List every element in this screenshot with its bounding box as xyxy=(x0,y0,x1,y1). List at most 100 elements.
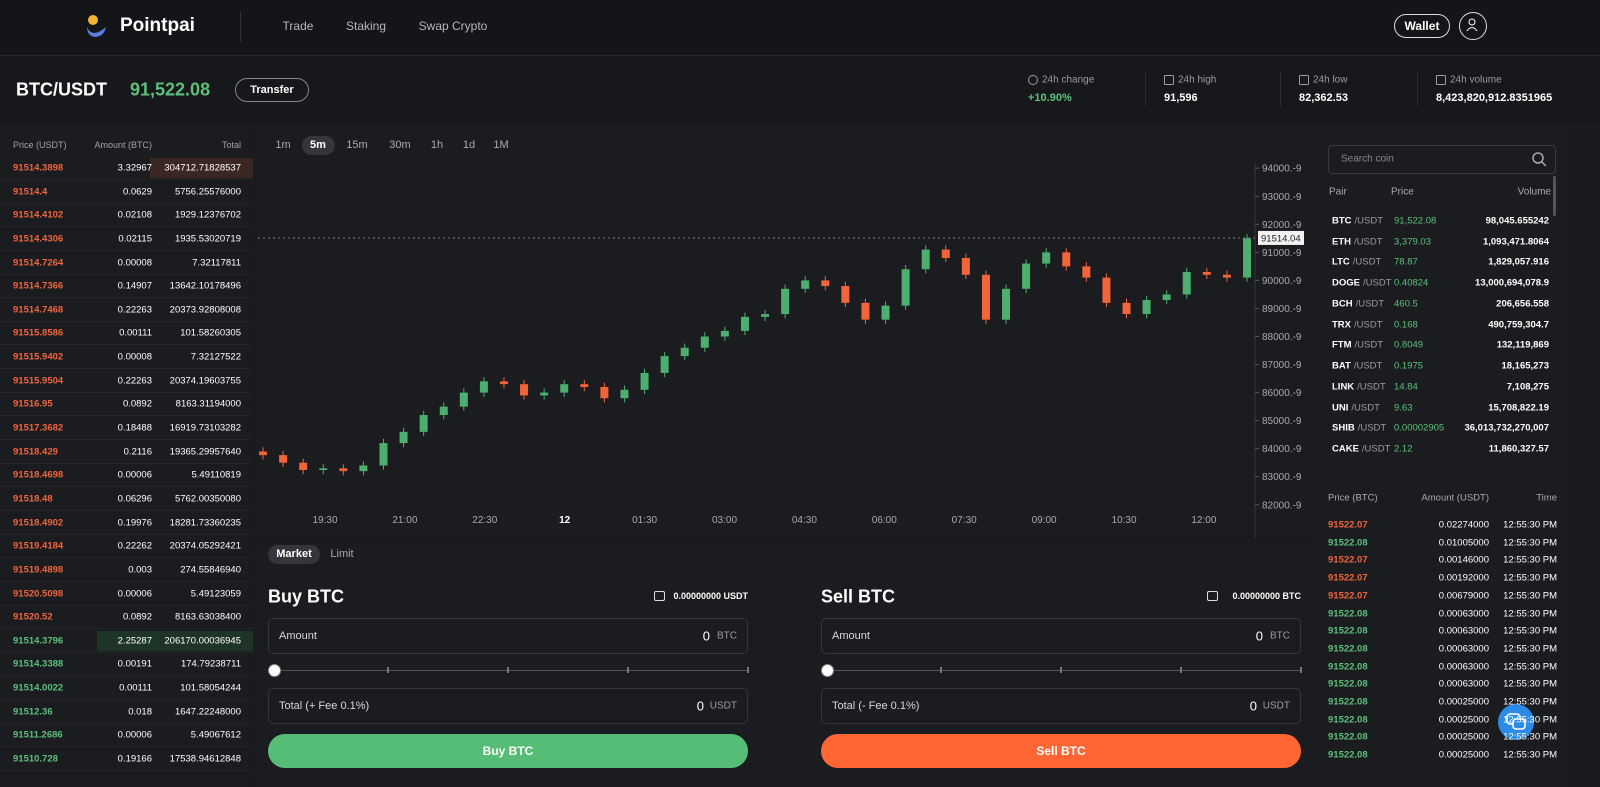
coin-quote: /USDT xyxy=(1354,215,1384,227)
trade-price: 91522.08 xyxy=(1328,625,1368,637)
coin-price: 9.63 xyxy=(1394,402,1413,414)
input-value: 0 xyxy=(702,628,710,644)
book-total: 7.32127522 xyxy=(190,351,241,363)
book-price: 91514.4102 xyxy=(13,209,64,221)
candle-body xyxy=(1122,302,1131,315)
trade-amount: 0.00025000 xyxy=(1438,714,1489,726)
input-box[interactable] xyxy=(821,618,1301,654)
trade-amount: 0.00025000 xyxy=(1438,749,1489,761)
candle-body xyxy=(640,372,649,390)
trade-time: 12:55:30 PM xyxy=(1503,731,1557,743)
book-price: 91518.4698 xyxy=(13,469,64,481)
coin-volume: 7,108,275 xyxy=(1506,381,1549,393)
nav-link[interactable]: Trade xyxy=(282,19,314,33)
coin-pair[interactable]: BCH/USDT xyxy=(1332,298,1384,309)
wallet-button[interactable]: Wallet xyxy=(1394,14,1450,38)
candle-body xyxy=(1002,288,1011,320)
book-amount: 0.0892 xyxy=(122,398,152,410)
coin-pair[interactable]: CAKE/USDT xyxy=(1332,444,1390,455)
coin-pair[interactable]: DOGE/USDT xyxy=(1332,278,1391,289)
interval-button[interactable]: 1d xyxy=(462,139,476,151)
coin-base: CAKE xyxy=(1332,443,1359,455)
nav-link[interactable]: Staking xyxy=(345,19,387,33)
coin-price: 460.5 xyxy=(1394,298,1418,310)
candle-body xyxy=(419,415,428,432)
coin-volume: 36,013,732,270,007 xyxy=(1464,422,1549,434)
trade-amount: 0.01005000 xyxy=(1438,537,1489,549)
coin-pair[interactable]: LINK/USDT xyxy=(1332,381,1386,392)
coin-pair[interactable]: BAT/USDT xyxy=(1332,361,1382,372)
search-box[interactable] xyxy=(1328,145,1556,174)
interval-button[interactable]: 15m xyxy=(346,139,368,151)
y-tick-label: 84000.-9 xyxy=(1262,444,1302,455)
nav-link[interactable]: Swap Crypto xyxy=(418,19,488,33)
book-amount: 0.00191 xyxy=(117,658,152,670)
row-divider xyxy=(0,391,253,393)
book-price: 91514.7468 xyxy=(13,304,64,316)
book-amount: 0.02115 xyxy=(118,233,152,245)
logo xyxy=(87,15,106,37)
slider-handle[interactable] xyxy=(268,664,281,677)
input-box[interactable] xyxy=(268,618,748,654)
x-tick-label: 22:30 xyxy=(472,515,497,526)
candle-body xyxy=(259,451,267,456)
y-tick-label: 87000.-9 xyxy=(1262,360,1302,371)
candle-body xyxy=(680,347,689,357)
y-tick-label: 88000.-9 xyxy=(1262,332,1302,343)
stat-icon xyxy=(1164,75,1174,85)
coin-price: 78.87 xyxy=(1394,256,1418,268)
row-divider xyxy=(0,202,253,204)
coin-pair[interactable]: ETH/USDT xyxy=(1332,236,1383,247)
trade-time: 12:55:30 PM xyxy=(1503,590,1557,602)
coin-pair[interactable]: LTC/USDT xyxy=(1332,257,1381,268)
coin-pair[interactable]: FTM/USDT xyxy=(1332,340,1383,351)
interval-button[interactable]: 1m xyxy=(275,139,291,151)
candle-body xyxy=(1243,238,1251,278)
book-amount: 0.00008 xyxy=(117,351,152,363)
column-header: Price xyxy=(1391,186,1414,198)
transfer-button[interactable]: Transfer xyxy=(235,78,309,102)
stat-label: 24h volume xyxy=(1450,74,1502,86)
book-amount: 0.14907 xyxy=(117,280,152,292)
trade-amount: 0.00025000 xyxy=(1438,696,1489,708)
row-divider xyxy=(0,462,253,464)
submit-button[interactable]: Buy BTC xyxy=(268,734,748,768)
coin-base: BAT xyxy=(1332,360,1351,372)
coin-pair[interactable]: BTC/USDT xyxy=(1332,216,1383,227)
slider-handle[interactable] xyxy=(821,664,834,677)
candlestick-chart: 94000.-9 93000.-9 92000.-9 91000.-9 90000.-9… xyxy=(258,162,1304,538)
user-button[interactable] xyxy=(1459,12,1487,40)
coin-base: LTC xyxy=(1332,256,1350,268)
candle-body xyxy=(299,462,308,471)
interval-button[interactable]: 1M xyxy=(493,139,509,151)
row-divider xyxy=(0,320,253,322)
trade-price: 91522.08 xyxy=(1328,749,1368,761)
trade-amount: 0.00063000 xyxy=(1438,643,1489,655)
coin-pair[interactable]: UNI/USDT xyxy=(1332,402,1380,413)
row-divider xyxy=(0,580,253,582)
tab[interactable]: Limit xyxy=(330,548,354,560)
input-box[interactable] xyxy=(821,688,1301,724)
book-price: 91520.52 xyxy=(13,611,53,623)
input-box[interactable] xyxy=(268,688,748,724)
coin-volume: 132,119,869 xyxy=(1496,339,1549,351)
tab[interactable]: Market xyxy=(276,548,312,560)
interval-button[interactable]: 5m xyxy=(310,139,326,151)
interval-button[interactable]: 30m xyxy=(389,139,411,151)
coin-pair[interactable]: SHIB/USDT xyxy=(1332,423,1386,434)
book-amount: 0.00111 xyxy=(119,327,152,339)
row-divider xyxy=(0,509,253,511)
book-price: 91512.36 xyxy=(13,706,53,718)
interval-button[interactable]: 1h xyxy=(430,139,444,151)
coin-pair[interactable]: TRX/USDT xyxy=(1332,319,1383,330)
submit-button[interactable]: Sell BTC xyxy=(821,734,1301,768)
coin-quote: /USDT xyxy=(1357,381,1386,393)
input-label: Amount xyxy=(279,630,317,642)
pair: BTC/USDT xyxy=(16,79,107,100)
row-divider xyxy=(0,273,253,275)
coin-price: 2.12 xyxy=(1394,443,1413,455)
y-tick-label: 86000.-9 xyxy=(1262,388,1302,399)
book-price: 91514.3388 xyxy=(13,658,64,670)
trade-time: 12:55:30 PM xyxy=(1503,554,1557,566)
trade-amount: 0.00063000 xyxy=(1438,661,1489,673)
